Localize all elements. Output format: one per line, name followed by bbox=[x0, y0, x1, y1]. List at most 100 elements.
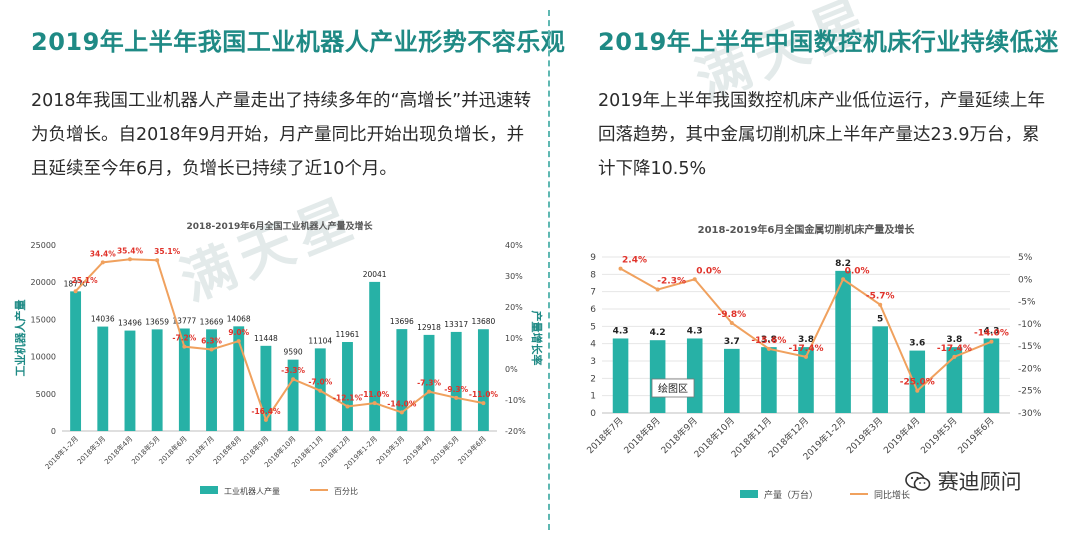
bar-value-label: 11961 bbox=[336, 330, 360, 339]
growth-label: -11.0% bbox=[469, 390, 499, 399]
x-tick-label: 2018年4月 bbox=[102, 434, 134, 466]
y-right-tick-label: -20% bbox=[505, 427, 526, 436]
bar-value-label: 13777 bbox=[172, 316, 196, 325]
growth-point bbox=[100, 260, 105, 265]
bar bbox=[206, 329, 217, 431]
left-title: 2019年上半年我国工业机器人产业形势不容乐观 bbox=[31, 28, 566, 56]
bar bbox=[396, 329, 408, 431]
growth-label: -15.6% bbox=[751, 336, 786, 346]
bar bbox=[70, 291, 82, 431]
bar-value-label: 3.7 bbox=[724, 337, 740, 347]
bar bbox=[761, 347, 777, 413]
growth-label: -9.3% bbox=[444, 385, 468, 394]
bar bbox=[686, 338, 703, 413]
x-tick-label: 2018年9月 bbox=[658, 415, 699, 456]
growth-label: 25.1% bbox=[72, 276, 99, 285]
brand: 赛迪顾问 bbox=[905, 466, 1022, 496]
bar-value-label: 13659 bbox=[145, 317, 169, 326]
y-left-tick-label: 9 bbox=[590, 253, 596, 263]
growth-label: 35.4% bbox=[117, 246, 144, 255]
growth-label: -7.0% bbox=[308, 378, 332, 387]
bar-value-label: 13696 bbox=[390, 317, 414, 326]
y-right-tick-label: -15% bbox=[1018, 342, 1042, 352]
chart-title: 2018-2019年6月全国金属切削机床产量及增长 bbox=[698, 223, 916, 236]
y-left-tick-label: 2 bbox=[590, 374, 596, 384]
growth-label: -25.0% bbox=[900, 378, 935, 388]
y-right-tick-label: 30% bbox=[505, 272, 523, 281]
bar bbox=[909, 350, 926, 413]
y-left-tick-label: 5 bbox=[590, 322, 596, 332]
growth-point bbox=[263, 417, 268, 422]
x-tick-label: 2018年7月 bbox=[184, 434, 216, 466]
growth-point bbox=[155, 258, 160, 263]
robot-production-chart: 2018-2019年6月全国工业机器人产量及增长 0 5000 10000 15000 2… bbox=[13, 220, 544, 496]
x-tick-label: 2019年6月 bbox=[955, 415, 996, 456]
y-left-tick-label: 15000 bbox=[31, 315, 56, 324]
y-right-tick-label: 5% bbox=[1018, 253, 1033, 263]
bar-value-label: 12918 bbox=[417, 323, 441, 332]
y-left-tick-label: 0 bbox=[590, 409, 596, 419]
bar-value-label: 4.3 bbox=[613, 326, 629, 336]
bar bbox=[260, 345, 272, 431]
bar bbox=[450, 331, 462, 431]
bar-value-label: 18770 bbox=[64, 279, 88, 288]
bar-value-label: 13680 bbox=[471, 317, 495, 326]
legend-swatch-bar bbox=[740, 490, 758, 498]
plot-area-tooltip bbox=[651, 378, 695, 398]
legend-label-bar: 产量（万台） bbox=[764, 489, 818, 501]
bar-value-label: 4.3 bbox=[687, 326, 703, 336]
y-left-tick-label: 0 bbox=[51, 427, 56, 436]
legend-label-bar: 工业机器人产量 bbox=[224, 486, 280, 496]
x-tick-label: 2018年6月 bbox=[157, 434, 189, 466]
bar bbox=[178, 328, 190, 431]
growth-point bbox=[399, 410, 404, 415]
x-tick-label: 2019年3月 bbox=[844, 415, 885, 456]
growth-point bbox=[481, 401, 486, 406]
bar bbox=[872, 326, 888, 413]
growth-label: -12.1% bbox=[333, 394, 363, 403]
growth-point bbox=[318, 388, 323, 393]
y-left-tick-label: 6 bbox=[590, 305, 596, 315]
growth-point bbox=[804, 354, 808, 359]
growth-label: 0.0% bbox=[845, 266, 870, 276]
bar-value-label: 14036 bbox=[91, 315, 115, 324]
y-right-tick-label: -25% bbox=[1018, 387, 1042, 397]
bar bbox=[798, 347, 814, 413]
y-right-tick-label: -10% bbox=[1018, 320, 1042, 330]
growth-point bbox=[427, 389, 432, 394]
bar-value-label: 13669 bbox=[200, 317, 224, 326]
bar bbox=[835, 270, 851, 413]
x-tick-label: 2019年3月 bbox=[374, 434, 406, 466]
growth-point bbox=[345, 404, 350, 409]
y-right-tick-label: 10% bbox=[505, 334, 523, 343]
y-left-tick-label: 3 bbox=[590, 357, 596, 367]
bar-value-label: 3.6 bbox=[909, 339, 925, 349]
bar bbox=[724, 348, 740, 413]
growth-point bbox=[952, 354, 957, 359]
growth-label: -7.2% bbox=[172, 334, 196, 343]
y-left-tick-label: 7 bbox=[590, 288, 596, 298]
bar bbox=[983, 338, 1000, 413]
growth-point bbox=[127, 257, 132, 262]
growth-point bbox=[766, 346, 771, 351]
growth-point bbox=[878, 302, 883, 307]
bar-value-label: 11448 bbox=[254, 334, 278, 343]
bar bbox=[287, 359, 299, 431]
growth-label: -9.8% bbox=[717, 310, 746, 320]
growth-label: 0.0% bbox=[696, 266, 721, 276]
x-tick-label: 2019年5月 bbox=[918, 415, 959, 456]
bar bbox=[946, 347, 963, 413]
growth-label: 9.0% bbox=[228, 328, 249, 337]
bar bbox=[97, 326, 109, 431]
growth-label: 34.4% bbox=[90, 249, 117, 258]
bar-value-label: 14068 bbox=[227, 314, 251, 323]
center-divider bbox=[548, 10, 550, 530]
bar bbox=[233, 326, 245, 431]
growth-point bbox=[236, 339, 241, 344]
x-tick-label: 2018年5月 bbox=[130, 434, 162, 466]
bar-value-label: 13496 bbox=[118, 319, 142, 328]
growth-point bbox=[209, 347, 214, 352]
growth-label: -14.0% bbox=[974, 329, 1009, 339]
bar-value-label: 8.2 bbox=[835, 259, 851, 269]
growth-point bbox=[182, 344, 187, 349]
